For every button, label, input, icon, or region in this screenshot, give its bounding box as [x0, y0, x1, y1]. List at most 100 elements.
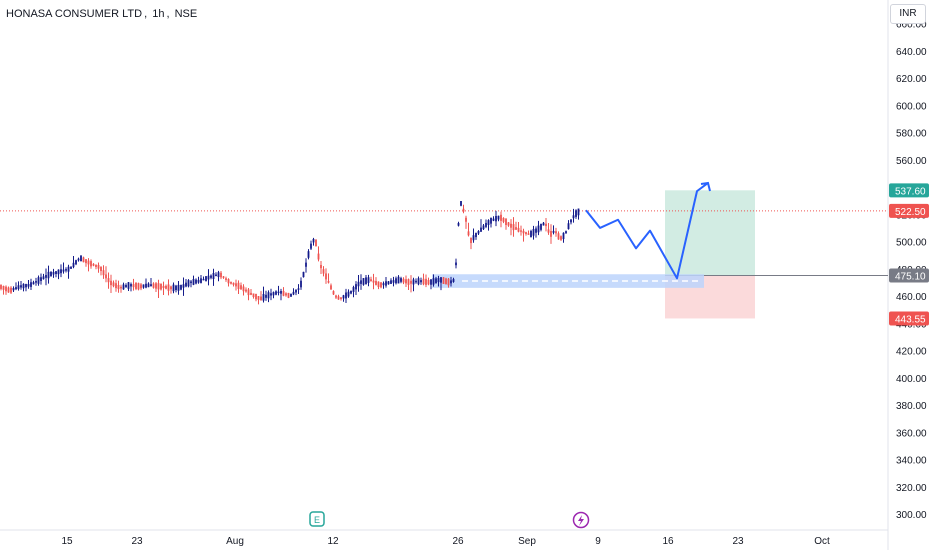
candle-body: [560, 236, 562, 240]
candle-body: [415, 280, 417, 283]
candle-body: [205, 276, 207, 281]
candle-body: [52, 272, 55, 275]
candle-body: [395, 278, 397, 284]
x-tick-label: 9: [595, 536, 601, 547]
candle-body: [95, 264, 97, 267]
candle-body: [285, 293, 287, 296]
currency-button[interactable]: INR: [890, 4, 926, 24]
candle-body: [90, 261, 92, 267]
y-tick-label: 600.00: [896, 101, 927, 112]
candle-body: [177, 284, 180, 291]
candle-body: [555, 231, 557, 234]
candle-body: [502, 217, 505, 222]
candle-body: [320, 264, 322, 269]
candle-body: [212, 273, 215, 279]
x-tick-label: 26: [452, 536, 464, 547]
candle-body: [32, 282, 35, 285]
y-tick-label: 460.00: [896, 292, 927, 303]
candle-body: [462, 208, 465, 212]
candle-body: [235, 283, 237, 287]
candle-body: [65, 269, 67, 271]
candle-body: [60, 269, 62, 274]
exchange-label: NSE: [174, 8, 198, 20]
candle-body: [577, 208, 580, 216]
candle-body: [147, 283, 150, 288]
symbol-name: HONASA CONSUMER LTD: [6, 8, 143, 20]
candle-body: [92, 263, 95, 266]
candle-body: [352, 287, 355, 292]
candle-body: [517, 227, 520, 232]
candle-body: [507, 222, 510, 226]
earnings-icon[interactable]: [309, 511, 325, 527]
candle-body: [0, 284, 2, 289]
candle-body: [295, 289, 297, 293]
candle-body: [172, 284, 175, 292]
y-tick-label: 640.00: [896, 47, 927, 58]
candle-body: [335, 295, 337, 298]
candle-body: [385, 281, 387, 286]
y-tick-label: 420.00: [896, 347, 927, 358]
candle-body: [110, 280, 112, 286]
x-tick-label: 16: [662, 536, 674, 547]
candle-body: [485, 222, 487, 227]
candle-body: [150, 284, 152, 287]
y-tick-label: 320.00: [896, 483, 927, 494]
candle-body: [515, 227, 517, 230]
candle-body: [432, 278, 435, 285]
candle-body: [505, 218, 507, 226]
candle-body: [247, 289, 250, 296]
candle-body: [570, 219, 572, 223]
candle-body: [567, 223, 570, 230]
candle-body: [217, 272, 220, 278]
candle-body: [180, 284, 182, 290]
candle-body: [275, 291, 277, 295]
candle-body: [430, 279, 432, 285]
candle-body: [420, 280, 422, 283]
price-badge: [889, 268, 929, 283]
candle-body: [62, 269, 65, 272]
candle-body: [292, 291, 295, 295]
candle-body: [115, 283, 117, 289]
candle-body: [455, 262, 457, 266]
candle-body: [565, 231, 567, 234]
candle-body: [345, 292, 347, 299]
candle-body: [405, 279, 407, 284]
candle-body: [120, 286, 122, 289]
candle-body: [575, 210, 577, 217]
candle-body: [337, 296, 340, 300]
candle-body: [112, 282, 115, 287]
target-zone: [665, 190, 755, 276]
x-tick-label: 12: [327, 536, 339, 547]
candle-body: [547, 229, 550, 233]
y-tick-label: 500.00: [896, 238, 927, 249]
candle-body: [262, 294, 265, 301]
candle-body: [220, 272, 222, 278]
candle-body: [465, 217, 467, 222]
candle-body: [370, 279, 372, 282]
candle-body: [510, 223, 512, 228]
candle-body: [182, 284, 185, 288]
candle-body: [490, 217, 492, 224]
candle-body: [2, 286, 5, 290]
candle-body: [152, 283, 155, 288]
candle-body: [305, 262, 307, 267]
candle-body: [40, 277, 42, 282]
candle-body: [57, 269, 60, 275]
candle-body: [192, 279, 195, 285]
candle-body: [435, 278, 437, 284]
interval-label: 1h: [152, 8, 165, 20]
candle-body: [122, 284, 125, 290]
y-tick-label: 300.00: [896, 510, 927, 521]
candle-body: [482, 225, 485, 230]
candle-body: [82, 257, 85, 263]
candle-body: [157, 283, 160, 290]
candle-body: [167, 284, 170, 291]
price-badge-label: 475.10: [895, 271, 926, 282]
candle-body: [367, 277, 370, 283]
candle-body: [500, 214, 502, 221]
candle-body: [457, 223, 460, 226]
candle-body: [552, 230, 555, 233]
candle-body: [232, 282, 235, 285]
x-tick-label: Oct: [814, 536, 830, 547]
